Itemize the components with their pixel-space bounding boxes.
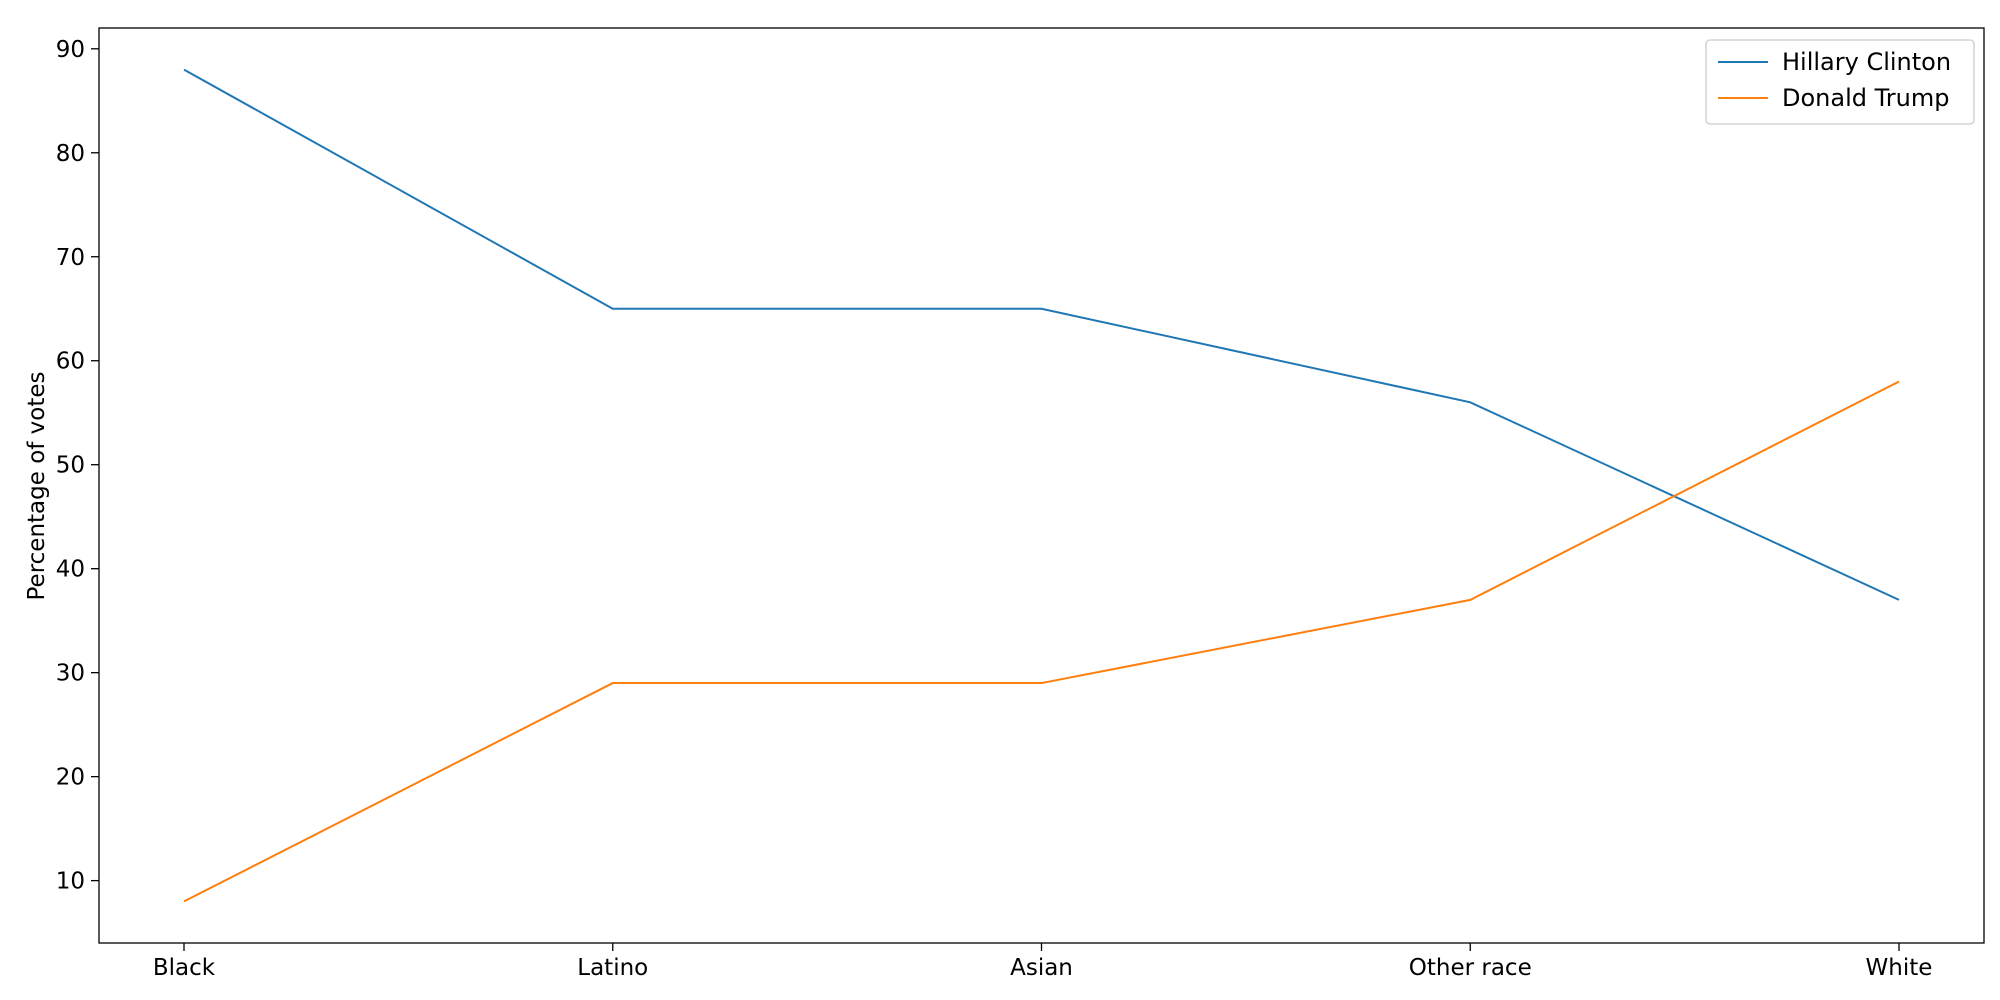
x-tick-label: Other race: [1409, 955, 1532, 981]
y-axis: 10 20 30 40 50 60 70 80 90: [56, 37, 99, 895]
y-tick-label: 20: [56, 765, 85, 791]
y-tick-label: 80: [56, 141, 85, 167]
series-line-1: [183, 380, 1900, 903]
series-line-0: [183, 68, 1900, 601]
y-tick-label: 10: [56, 869, 85, 895]
plot-area: [98, 27, 1985, 944]
legend-label: Hillary Clinton: [1782, 48, 1951, 76]
y-tick-label: 90: [56, 37, 85, 63]
y-tick-label: 30: [56, 661, 85, 687]
y-tick-label: 50: [56, 453, 85, 479]
x-tick-label: Asian: [1010, 955, 1073, 981]
y-tick-label: 70: [56, 245, 85, 271]
legend-label: Donald Trump: [1782, 84, 1949, 112]
y-axis-label: Percentage of votes: [24, 371, 50, 600]
x-tick-label: White: [1866, 955, 1933, 981]
legend: Hillary Clinton Donald Trump: [1705, 39, 1975, 125]
y-tick-label: 40: [56, 557, 85, 583]
y-tick-label: 60: [56, 349, 85, 375]
legend-box: [1705, 39, 1975, 125]
series-layer: [183, 68, 1900, 903]
x-tick-label: Black: [153, 955, 216, 981]
x-axis: Black Latino Asian Other race White: [153, 943, 1933, 981]
x-tick-label: Latino: [577, 955, 648, 981]
